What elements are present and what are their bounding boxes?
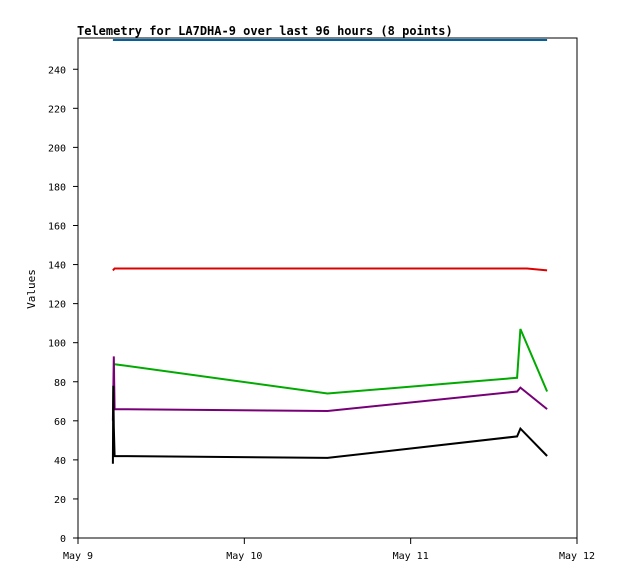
y-tick-label: 80 bbox=[54, 378, 66, 389]
y-tick-label: 40 bbox=[54, 456, 66, 467]
y-tick-label: 140 bbox=[48, 261, 66, 272]
x-axis: May 9 May 10 May 11 May 12 bbox=[63, 538, 595, 562]
x-tick-label: May 12 bbox=[559, 551, 595, 562]
y-tick-label: 60 bbox=[54, 417, 66, 428]
y-tick-label: 220 bbox=[48, 104, 66, 115]
y-tick-label: 20 bbox=[54, 495, 66, 506]
y-tick-label: 100 bbox=[48, 339, 66, 350]
y-tick-label: 200 bbox=[48, 143, 66, 154]
series-line-2 bbox=[112, 267, 548, 272]
y-tick-label: 160 bbox=[48, 222, 66, 233]
x-tick-label: May 9 bbox=[63, 551, 93, 562]
y-tick-label: 240 bbox=[48, 65, 66, 76]
plot-area-frame bbox=[77, 37, 578, 539]
series-line-4 bbox=[111, 356, 548, 421]
y-tick-label: 120 bbox=[48, 300, 66, 311]
y-axis: 0 20 40 60 80 100 120 140 160 180 200 220 240 bbox=[48, 65, 78, 545]
series-line-3 bbox=[114, 328, 549, 395]
series-line-5 bbox=[111, 385, 548, 464]
x-tick-label: May 11 bbox=[393, 551, 429, 562]
series-layer bbox=[111, 39, 549, 464]
chart-title: Telemetry for LA7DHA-9 over last 96 hour… bbox=[77, 24, 453, 38]
y-tick-label: 180 bbox=[48, 182, 66, 193]
y-tick-label: 0 bbox=[60, 534, 66, 545]
x-tick-label: May 10 bbox=[226, 551, 262, 562]
y-axis-label: Values bbox=[25, 269, 38, 309]
